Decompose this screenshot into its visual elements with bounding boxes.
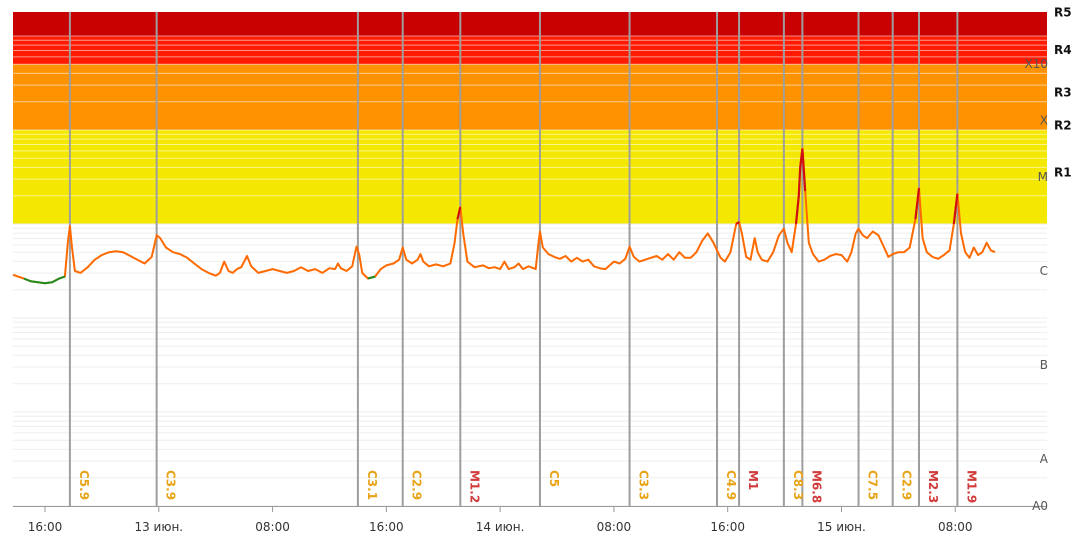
alert-band	[13, 64, 1047, 130]
class-label: C	[1040, 264, 1048, 278]
x-tick-label: 08:00	[938, 520, 973, 534]
radio-blackout-label: R5	[1054, 6, 1072, 20]
radio-blackout-label: R4	[1054, 43, 1072, 57]
flux-peak-segment	[456, 206, 462, 220]
grid-lines	[13, 223, 1047, 512]
x-tick-label: 16:00	[369, 520, 404, 534]
flare-label: M2.3	[926, 470, 940, 503]
flux-series	[12, 147, 996, 285]
radio-blackout-label: R2	[1054, 118, 1072, 132]
flare-markers	[68, 12, 959, 506]
flare-label: M1.9	[964, 470, 978, 503]
flare-label: M1	[746, 470, 760, 490]
x-tick-label: 14 июн.	[476, 520, 525, 534]
class-label: X	[1040, 114, 1048, 128]
flare-label: C3.3	[637, 470, 651, 500]
flare-label: C3.9	[164, 470, 178, 500]
x-tick-label: 16:00	[28, 520, 63, 534]
class-label: A	[1040, 452, 1049, 466]
flare-label: M1.2	[467, 470, 481, 503]
flare-label: C5.9	[77, 470, 91, 500]
flare-label: C4.9	[724, 470, 738, 500]
x-tick-label: 08:00	[255, 520, 290, 534]
flux-peak-segment	[794, 148, 807, 225]
flare-label: C8.3	[791, 470, 805, 500]
x-tick-label: 13 июн.	[134, 520, 183, 534]
flare-label: M6.8	[809, 470, 823, 503]
alert-band	[13, 12, 1047, 36]
alert-band	[13, 130, 1047, 224]
class-label: A0	[1032, 499, 1048, 513]
x-tick-label: 15 июн.	[817, 520, 866, 534]
alert-bands	[13, 12, 1047, 224]
flux-line	[12, 147, 996, 285]
radio-blackout-label: R3	[1054, 85, 1072, 99]
x-tick-label: 16:00	[710, 520, 745, 534]
class-label: B	[1040, 358, 1048, 372]
flux-peak-segment	[952, 193, 959, 225]
flux-low-segment	[367, 275, 376, 280]
flare-label: C3.1	[365, 470, 379, 500]
flare-label: C5	[547, 470, 561, 487]
class-label: M	[1038, 170, 1048, 184]
flare-label: C2.9	[410, 470, 424, 500]
class-label: X10	[1025, 57, 1049, 71]
flux-peak-segment	[735, 221, 740, 225]
radio-blackout-label: R1	[1054, 165, 1072, 179]
flux-low-segment	[23, 275, 66, 285]
labels: 16:00 13 июн. 08:00 16:00 14 июн. 08:00 16:00 1…	[28, 6, 1072, 535]
x-tick-label: 08:00	[597, 520, 632, 534]
flare-label: C7.5	[866, 470, 880, 500]
flare-label: C2.9	[900, 470, 914, 500]
flux-peak-segment	[914, 188, 921, 220]
